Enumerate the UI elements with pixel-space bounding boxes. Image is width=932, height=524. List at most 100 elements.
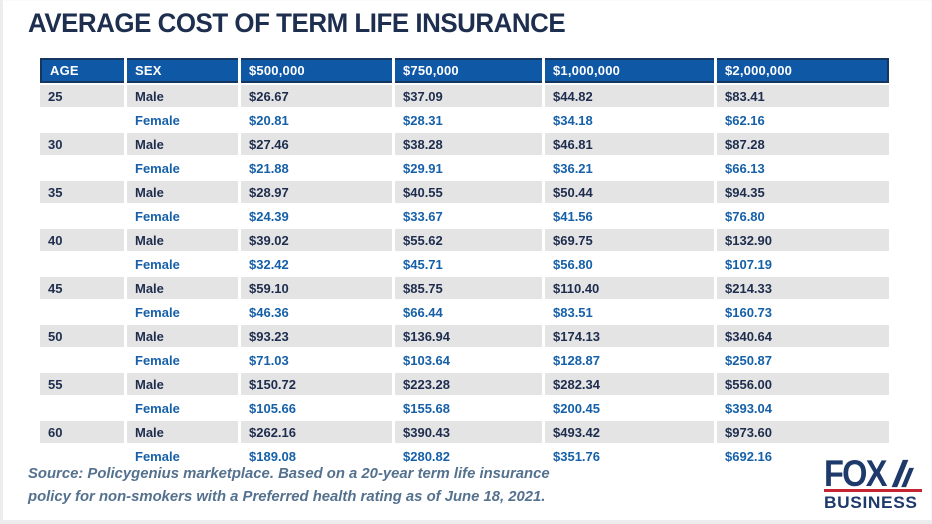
rate-cell: $128.87 — [545, 349, 714, 371]
sex-cell: Male — [127, 421, 238, 443]
table-row: Female $32.42 $45.71 $56.80 $107.19 — [40, 253, 889, 275]
rate-cell: $150.72 — [241, 373, 392, 395]
rate-cell: $223.28 — [395, 373, 542, 395]
rate-cell: $50.44 — [545, 181, 714, 203]
rate-cell: $20.81 — [241, 109, 392, 131]
rate-cell: $282.34 — [545, 373, 714, 395]
rate-cell: $155.68 — [395, 397, 542, 419]
rate-cell: $44.82 — [545, 85, 714, 107]
rate-cell: $200.45 — [545, 397, 714, 419]
age-cell — [40, 253, 124, 275]
rate-cell: $87.28 — [717, 133, 889, 155]
rate-cell: $45.71 — [395, 253, 542, 275]
rate-cell: $69.75 — [545, 229, 714, 251]
rate-cell: $390.43 — [395, 421, 542, 443]
rate-cell: $41.56 — [545, 205, 714, 227]
sex-cell: Female — [127, 109, 238, 131]
age-cell: 50 — [40, 325, 124, 347]
age-cell — [40, 349, 124, 371]
rate-cell: $692.16 — [717, 445, 889, 467]
rate-cell: $28.97 — [241, 181, 392, 203]
table-row: Female $71.03 $103.64 $128.87 $250.87 — [40, 349, 889, 371]
rate-cell: $46.36 — [241, 301, 392, 323]
table-header-row: AGE SEX $500,000 $750,000 $1,000,000 $2,000,0… — [40, 58, 889, 83]
rate-cell: $24.39 — [241, 205, 392, 227]
sex-cell: Male — [127, 181, 238, 203]
rate-cell: $56.80 — [545, 253, 714, 275]
rate-cell: $37.09 — [395, 85, 542, 107]
rate-cell: $29.91 — [395, 157, 542, 179]
rate-cell: $136.94 — [395, 325, 542, 347]
rate-cell: $93.23 — [241, 325, 392, 347]
sex-cell: Female — [127, 253, 238, 275]
rate-cell: $26.67 — [241, 85, 392, 107]
rate-cell: $103.64 — [395, 349, 542, 371]
table-row: Female $20.81 $28.31 $34.18 $62.16 — [40, 109, 889, 131]
rate-cell: $94.35 — [717, 181, 889, 203]
rate-cell: $189.08 — [241, 445, 392, 467]
sex-cell: Female — [127, 445, 238, 467]
table-row: 55 Male $150.72 $223.28 $282.34 $556.00 — [40, 373, 889, 395]
rate-cell: $393.04 — [717, 397, 889, 419]
rate-cell: $83.41 — [717, 85, 889, 107]
rate-cell: $174.13 — [545, 325, 714, 347]
business-logo-text: BUSINESS — [824, 493, 918, 512]
table-row: Female $24.39 $33.67 $41.56 $76.80 — [40, 205, 889, 227]
rate-cell: $250.87 — [717, 349, 889, 371]
rate-cell: $107.19 — [717, 253, 889, 275]
column-header-1-000-000: $1,000,000 — [545, 58, 714, 83]
rate-cell: $33.67 — [395, 205, 542, 227]
rate-cell: $556.00 — [717, 373, 889, 395]
fox-logo-text: FOX — [824, 453, 887, 494]
table-row: Female $21.88 $29.91 $36.21 $66.13 — [40, 157, 889, 179]
table-row: 50 Male $93.23 $136.94 $174.13 $340.64 — [40, 325, 889, 347]
table-row: Female $189.08 $280.82 $351.76 $692.16 — [40, 445, 889, 467]
column-header-age: AGE — [40, 58, 124, 83]
column-header-2-000-000: $2,000,000 — [717, 58, 889, 83]
table-row: 40 Male $39.02 $55.62 $69.75 $132.90 — [40, 229, 889, 251]
rate-cell: $55.62 — [395, 229, 542, 251]
age-cell: 40 — [40, 229, 124, 251]
sex-cell: Female — [127, 349, 238, 371]
age-cell: 30 — [40, 133, 124, 155]
source-line-2: policy for non-smokers with a Preferred … — [28, 488, 546, 505]
rate-cell: $21.88 — [241, 157, 392, 179]
fox-logo-row: FOX — [824, 453, 922, 494]
rate-cell: $66.13 — [717, 157, 889, 179]
rate-cell: $39.02 — [241, 229, 392, 251]
sex-cell: Female — [127, 301, 238, 323]
rate-cell: $62.16 — [717, 109, 889, 131]
sex-cell: Female — [127, 397, 238, 419]
rate-cell: $214.33 — [717, 277, 889, 299]
rate-cell: $280.82 — [395, 445, 542, 467]
sex-cell: Male — [127, 277, 238, 299]
column-header-500-000: $500,000 — [241, 58, 392, 83]
table-row: 60 Male $262.16 $390.43 $493.42 $973.60 — [40, 421, 889, 443]
sex-cell: Male — [127, 133, 238, 155]
rate-cell: $71.03 — [241, 349, 392, 371]
rates-table: AGE SEX $500,000 $750,000 $1,000,000 $2,000,0… — [37, 56, 892, 469]
column-header-750-000: $750,000 — [395, 58, 542, 83]
age-cell: 45 — [40, 277, 124, 299]
table-row: Female $105.66 $155.68 $200.45 $393.04 — [40, 397, 889, 419]
table-row: 30 Male $27.46 $38.28 $46.81 $87.28 — [40, 133, 889, 155]
rate-cell: $160.73 — [717, 301, 889, 323]
age-cell: 55 — [40, 373, 124, 395]
rate-cell: $27.46 — [241, 133, 392, 155]
age-cell: 60 — [40, 421, 124, 443]
source-line-1: Source: Policygenius marketplace. Based … — [28, 465, 550, 482]
rate-cell: $493.42 — [545, 421, 714, 443]
rate-cell: $28.31 — [395, 109, 542, 131]
rate-cell: $46.81 — [545, 133, 714, 155]
rate-cell: $262.16 — [241, 421, 392, 443]
rate-cell: $36.21 — [545, 157, 714, 179]
age-cell — [40, 109, 124, 131]
age-cell — [40, 157, 124, 179]
age-cell — [40, 205, 124, 227]
age-cell — [40, 301, 124, 323]
page-title: AVERAGE COST OF TERM LIFE INSURANCE — [28, 8, 566, 38]
age-cell — [40, 397, 124, 419]
rate-cell: $38.28 — [395, 133, 542, 155]
logo-red-bar — [824, 489, 922, 492]
